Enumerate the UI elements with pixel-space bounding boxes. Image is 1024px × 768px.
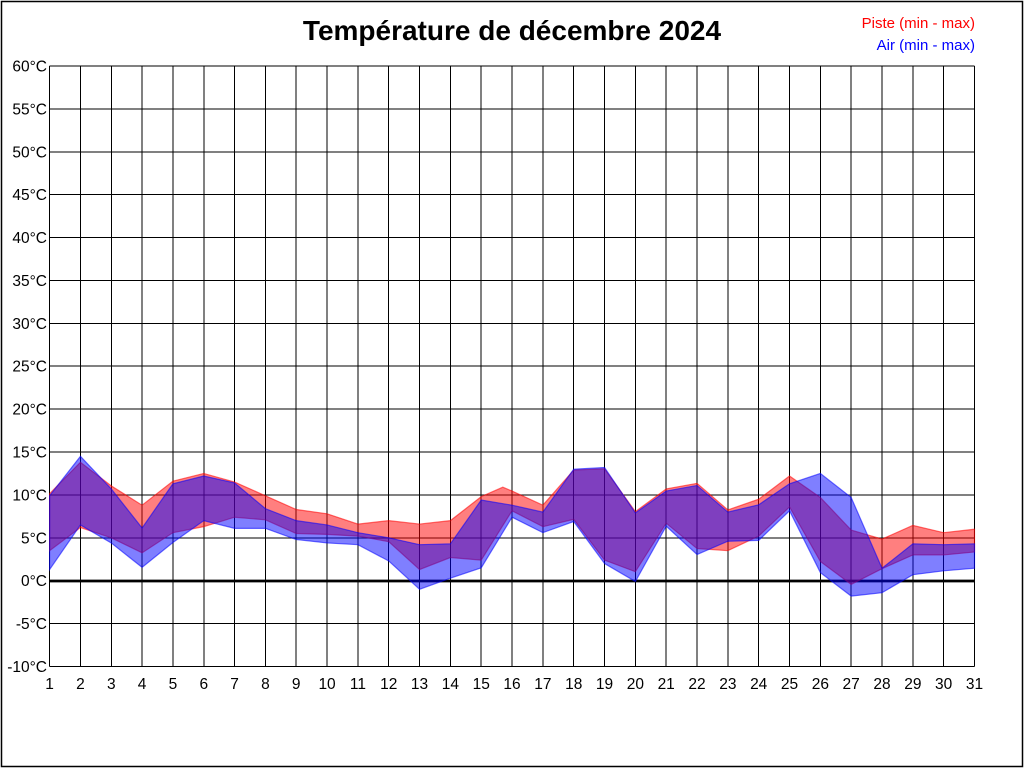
svg-text:10°C: 10°C xyxy=(12,487,47,504)
svg-text:25°C: 25°C xyxy=(12,359,47,376)
svg-text:5: 5 xyxy=(169,676,178,693)
svg-text:13: 13 xyxy=(411,676,428,693)
svg-text:Température de décembre 2024: Température de décembre 2024 xyxy=(303,15,722,46)
svg-text:29: 29 xyxy=(904,676,921,693)
svg-text:-5°C: -5°C xyxy=(16,616,47,633)
svg-text:4: 4 xyxy=(138,676,147,693)
svg-text:30: 30 xyxy=(935,676,953,693)
svg-text:8: 8 xyxy=(261,676,270,693)
svg-text:Piste (min - max): Piste (min - max) xyxy=(862,15,975,32)
svg-text:12: 12 xyxy=(380,676,397,693)
svg-text:3: 3 xyxy=(107,676,116,693)
svg-text:60°C: 60°C xyxy=(12,58,47,75)
svg-text:28: 28 xyxy=(873,676,890,693)
svg-text:Air (min - max): Air (min - max) xyxy=(877,37,975,54)
svg-text:16: 16 xyxy=(503,676,520,693)
svg-text:22: 22 xyxy=(688,676,705,693)
svg-text:6: 6 xyxy=(199,676,208,693)
svg-text:5°C: 5°C xyxy=(21,530,47,547)
svg-text:15: 15 xyxy=(473,676,490,693)
svg-text:40°C: 40°C xyxy=(12,230,47,247)
svg-text:26: 26 xyxy=(812,676,829,693)
svg-text:27: 27 xyxy=(843,676,860,693)
svg-text:18: 18 xyxy=(565,676,582,693)
svg-text:20: 20 xyxy=(627,676,645,693)
svg-text:31: 31 xyxy=(966,676,983,693)
svg-text:10: 10 xyxy=(318,676,336,693)
svg-text:45°C: 45°C xyxy=(12,187,47,204)
svg-text:0°C: 0°C xyxy=(21,573,47,590)
svg-text:7: 7 xyxy=(230,676,239,693)
svg-text:30°C: 30°C xyxy=(12,316,47,333)
svg-text:1: 1 xyxy=(45,676,54,693)
svg-text:19: 19 xyxy=(596,676,613,693)
svg-text:25: 25 xyxy=(781,676,798,693)
svg-text:24: 24 xyxy=(750,676,768,693)
svg-text:20°C: 20°C xyxy=(12,402,47,419)
svg-text:23: 23 xyxy=(719,676,736,693)
svg-text:14: 14 xyxy=(442,676,460,693)
svg-text:9: 9 xyxy=(292,676,301,693)
svg-text:17: 17 xyxy=(534,676,551,693)
svg-text:35°C: 35°C xyxy=(12,273,47,290)
svg-text:15°C: 15°C xyxy=(12,445,47,462)
svg-text:55°C: 55°C xyxy=(12,101,47,118)
svg-text:21: 21 xyxy=(658,676,675,693)
svg-text:50°C: 50°C xyxy=(12,144,47,161)
svg-text:2: 2 xyxy=(76,676,85,693)
svg-text:-10°C: -10°C xyxy=(7,659,47,676)
svg-text:11: 11 xyxy=(350,676,366,693)
